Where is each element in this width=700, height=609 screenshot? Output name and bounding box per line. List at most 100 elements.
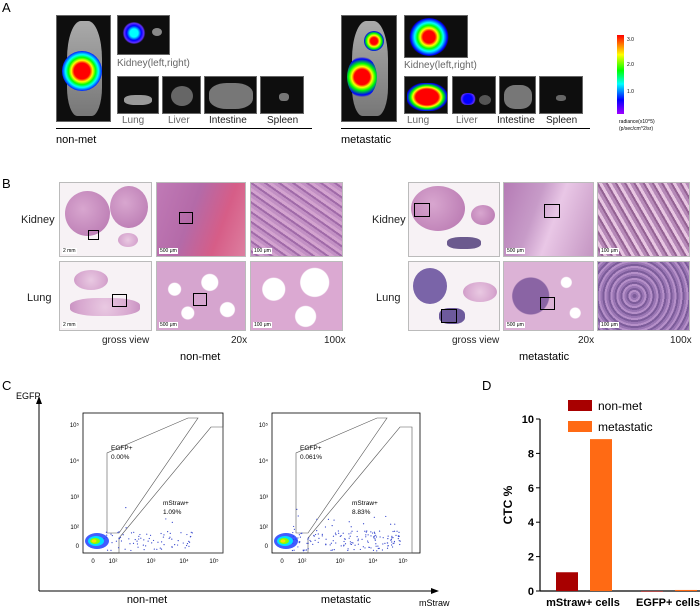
met-liver-image — [452, 76, 496, 114]
met-20x-label: 20x — [578, 335, 595, 346]
bar-y-tick-label: 10 — [522, 414, 534, 426]
egfp-gate-label: EGFP+ — [300, 445, 322, 452]
panel-c-y-axis-label: EGFP — [16, 391, 41, 401]
colorbar-label-1: radiance(x10^5) — [619, 119, 655, 125]
scale-bar-label: 100 μm — [600, 322, 619, 328]
bar-category-label: EGFP+ cells — [636, 597, 700, 609]
nonmet-spleen-label: Spleen — [267, 115, 299, 126]
nonmet-kidney-100x-image: 100 μm — [250, 182, 343, 257]
met-100x-label: 100x — [670, 335, 692, 346]
mstraw-gate-label: mStraw+ — [352, 500, 378, 507]
nonmet-underline — [56, 128, 312, 129]
met-lung-row-label: Lung — [376, 292, 401, 304]
scale-bar-label: 2 mm — [62, 248, 77, 254]
flow-plot-frame — [271, 412, 421, 554]
colorbar-tick-2: 2.0 — [627, 62, 634, 68]
mstraw-gate — [118, 426, 224, 554]
legend-swatch — [568, 400, 592, 411]
legend-swatch — [568, 421, 592, 432]
panel-b-letter: B — [2, 176, 11, 191]
flow-x-tick: 0 — [280, 559, 284, 565]
ctc-bar-chart: 0 2 4 6 8 10 CTC % mStraw+ cells EGFP+ cells non-… — [501, 399, 700, 609]
mstraw-gate — [307, 426, 413, 554]
flow-x-tick: 0 — [91, 559, 95, 565]
panel-a-nonmet-label: non-met — [56, 134, 97, 146]
nonmet-lung-100x-image: 100 μm — [250, 261, 343, 331]
nonmet-kidney-roi — [88, 230, 99, 240]
flow-y-tick: 10² — [70, 525, 79, 531]
met-spleen-label: Spleen — [546, 115, 578, 126]
nonmet-lung-image — [117, 76, 159, 114]
mstraw-gate-label: mStraw+ — [163, 500, 189, 507]
flow-y-tick: 10⁵ — [70, 422, 80, 429]
met-liver-label: Liver — [456, 115, 478, 126]
panel-c-axes — [36, 396, 439, 594]
colorbar-label-2: (p/sec/cm^2/sr) — [619, 126, 654, 132]
met-lung-image — [404, 76, 448, 114]
panel-c-x-axis-label: mStraw — [419, 598, 450, 608]
flow-x-tick: 10² — [109, 559, 118, 565]
egfp-gate-value: 0.061% — [300, 454, 322, 461]
met-lung-20x-image: 500 μm — [503, 261, 594, 331]
bar-y-tick-label: 8 — [528, 448, 534, 460]
flow-y-tick: 10⁵ — [259, 422, 269, 429]
panel-d-letter: D — [482, 378, 492, 393]
met-lung-100x-image: 100 μm — [597, 261, 690, 331]
panel-b-met-label: metastatic — [519, 351, 570, 363]
flow-y-tick: 0 — [265, 544, 269, 550]
bar-non-met-0 — [556, 572, 578, 591]
scale-bar-label: 100 μm — [253, 322, 272, 328]
met-kidney-gross-image — [408, 182, 500, 257]
nonmet-lung-gross-image: 2 mm — [59, 261, 152, 331]
flow-plot-caption: non-met — [127, 594, 167, 606]
nonmet-lung-20x-image: 500 μm — [156, 261, 246, 331]
panel-a-letter: A — [2, 0, 11, 15]
egfp-gate — [106, 417, 199, 534]
egfp-gate-label: EGFP+ — [111, 445, 133, 452]
bar-y-tick-label: 2 — [528, 552, 534, 564]
scale-bar-label: 500 μm — [506, 248, 525, 254]
flow-y-tick: 10⁴ — [259, 458, 269, 465]
scale-bar-label: 500 μm — [159, 248, 178, 254]
nonmet-mouse-image — [56, 15, 111, 122]
colorbar-tick-1: 1.0 — [627, 89, 634, 95]
met-kidney-image — [404, 15, 468, 58]
nonmet-liver-image — [162, 76, 201, 114]
scale-bar-label: 100 μm — [600, 248, 619, 254]
bar-y-tick-label: 0 — [528, 586, 534, 598]
flow-plot-caption: metastatic — [321, 594, 372, 606]
flow-cytometry-plots: 10⁵ 10⁴ 10³ 10² 0 0 10² 10³ 10⁴ 10⁵ EGFP+ 0.00% mStr… — [70, 412, 421, 606]
bar-metastatic-1 — [675, 589, 697, 591]
nonmet-kidney-gross-image: 2 mm — [59, 182, 152, 257]
met-mouse-image — [341, 15, 397, 122]
nonmet-mouse-signal — [62, 51, 102, 91]
flow-y-tick: 10³ — [259, 495, 268, 501]
flow-x-tick: 10³ — [336, 559, 345, 565]
flow-x-tick: 10³ — [147, 559, 156, 565]
flow-x-tick: 10⁵ — [398, 558, 408, 565]
met-kidney-row-label: Kidney — [372, 214, 406, 226]
nonmet-lung-label: Lung — [122, 115, 145, 126]
panel-b-nonmet-label: non-met — [180, 351, 221, 363]
bar-category-label: mStraw+ cells — [546, 597, 620, 609]
bar-metastatic-0 — [590, 439, 612, 591]
nonmet-liver-label: Liver — [168, 115, 190, 126]
colorbar-tick-3: 3.0 — [627, 37, 634, 43]
met-spleen-image — [539, 76, 583, 114]
flow-x-tick: 10⁵ — [209, 558, 219, 565]
nonmet-spleen-image — [260, 76, 304, 114]
nonmet-kidney-image — [117, 15, 170, 55]
scale-bar-label: 100 μm — [253, 248, 272, 254]
legend-label: non-met — [598, 399, 643, 413]
mstraw-gate-value: 8.83% — [352, 509, 371, 516]
met-intestine-image — [499, 76, 536, 114]
met-kidney-20x-image: 500 μm — [503, 182, 594, 257]
nonmet-lung-row-label: Lung — [27, 292, 52, 304]
flow-y-tick: 10³ — [70, 495, 79, 501]
bar-y-tick-label: 6 — [528, 483, 534, 495]
scale-bar-label: 2 mm — [62, 322, 77, 328]
met-underline — [341, 128, 590, 129]
nonmet-kidney-20x-image: 500 μm — [156, 182, 246, 257]
nonmet-kidney-row-label: Kidney — [21, 214, 55, 226]
nonmet-20x-label: 20x — [231, 335, 248, 346]
